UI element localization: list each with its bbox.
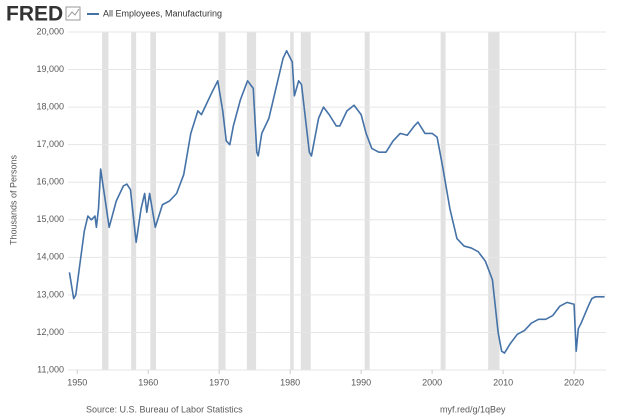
- recession-band: [574, 32, 577, 370]
- y-tick-label: 11,000: [37, 364, 64, 374]
- y-axis-label: Thousands of Persons: [8, 154, 18, 245]
- recession-band: [218, 32, 226, 370]
- x-tick-label: 1950: [67, 377, 87, 387]
- x-tick-label: 2020: [564, 377, 584, 387]
- recession-band: [150, 32, 157, 370]
- y-tick-label: 17,000: [36, 139, 64, 149]
- x-tick-label: 1980: [280, 377, 300, 387]
- x-tick-label: 2010: [493, 377, 513, 387]
- recession-band: [488, 32, 500, 370]
- recession-band: [246, 32, 257, 370]
- x-tick-label: 1990: [351, 377, 371, 387]
- y-tick-label: 19,000: [36, 64, 64, 74]
- recession-band: [131, 32, 137, 370]
- y-tick-label: 14,000: [36, 252, 64, 262]
- y-tick-label: 20,000: [36, 26, 64, 36]
- brand-logo: FRED: [6, 3, 63, 26]
- x-tick-label: 1970: [209, 377, 229, 387]
- logo-icon: [65, 6, 81, 21]
- x-tick-label: 1960: [138, 377, 158, 387]
- data-line: [68, 49, 605, 354]
- x-tick-label: 2000: [422, 377, 442, 387]
- legend-label: All Employees, Manufacturing: [103, 8, 222, 18]
- y-tick-label: 18,000: [36, 101, 64, 111]
- url: myf.red/g/1qBey: [440, 404, 506, 414]
- y-tick-label: 16,000: [36, 177, 64, 187]
- recession-band: [364, 32, 370, 370]
- recession-band: [440, 32, 446, 370]
- recession-band: [300, 32, 311, 370]
- y-tick-label: 15,000: [36, 214, 64, 224]
- y-tick-label: 13,000: [36, 289, 64, 299]
- source: Source: U.S. Bureau of Labor Statistics: [86, 404, 243, 414]
- y-tick-label: 12,000: [36, 327, 64, 337]
- recession-band: [290, 32, 294, 370]
